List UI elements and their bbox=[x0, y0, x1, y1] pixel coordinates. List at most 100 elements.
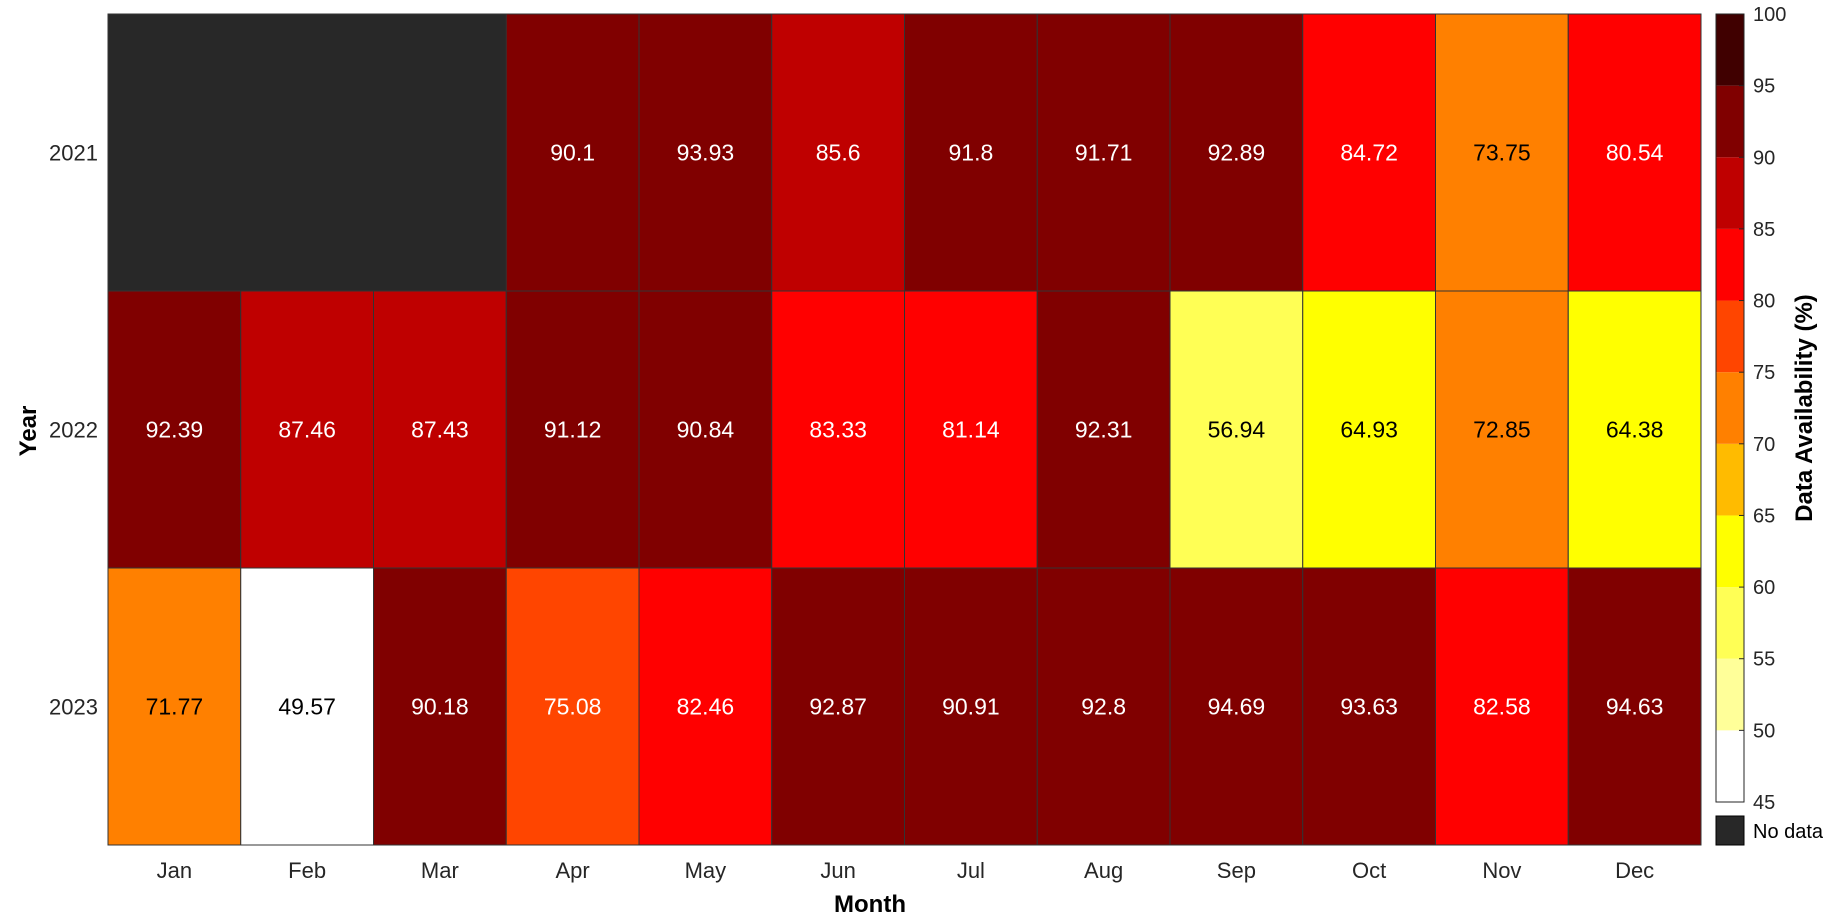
colorbar-tick-label-65: 65 bbox=[1753, 505, 1775, 527]
cell-value-label: 90.91 bbox=[942, 694, 1000, 720]
colorbar-tick-label-95: 95 bbox=[1753, 76, 1775, 98]
colorbar-ticks: 45 50 55 60 65 70 75 80 85 90 95 100 bbox=[1739, 4, 1786, 814]
cell-value-label: 91.71 bbox=[1075, 140, 1133, 166]
cell-value-label: 84.72 bbox=[1340, 140, 1398, 166]
cell-value-label: 92.39 bbox=[146, 417, 204, 443]
heatmap-cell-2021-apr bbox=[505, 13, 640, 292]
cell-value-label: 64.38 bbox=[1606, 417, 1664, 443]
cell-value-label: 83.33 bbox=[809, 417, 867, 443]
heatmap-cell-2021-jan bbox=[107, 13, 242, 292]
cell-value-label: 87.46 bbox=[278, 417, 336, 443]
colorbar-tick-label-100: 100 bbox=[1753, 4, 1786, 26]
heatmap-cell-labels: 90.1 93.93 85.6 91.8 91.71 92.89 84.72 73.75 80.… bbox=[146, 140, 1664, 720]
heatmap-cell-2021-sep bbox=[1169, 13, 1304, 292]
x-tick-label-aug: Aug bbox=[1084, 858, 1123, 883]
heatmap-cell-2021-aug bbox=[1036, 13, 1171, 292]
heatmap-cell-2022-sep bbox=[1169, 290, 1304, 569]
heatmap-cell-2023-feb bbox=[240, 567, 374, 846]
heatmap-cell-2022-jul bbox=[904, 290, 1038, 569]
x-tick-label-sep: Sep bbox=[1217, 858, 1256, 883]
colorbar-label: Data Availability (%) bbox=[1791, 294, 1818, 522]
heatmap-cell-2021-feb bbox=[240, 13, 374, 292]
cell-value-label: 81.14 bbox=[942, 417, 1000, 443]
y-axis-label: Year bbox=[15, 406, 42, 457]
cell-value-label: 82.58 bbox=[1473, 694, 1531, 720]
x-tick-label-may: May bbox=[685, 858, 727, 883]
heatmap-cell-2023-jul bbox=[904, 567, 1038, 846]
heatmap-cell-2023-may bbox=[638, 567, 773, 846]
colorbar-bin-75-80 bbox=[1716, 300, 1744, 373]
cell-value-label: 72.85 bbox=[1473, 417, 1531, 443]
colorbar-frame bbox=[1715, 13, 1745, 803]
heatmap-cell-2022-dec bbox=[1567, 290, 1702, 569]
colorbar-tick-label-85: 85 bbox=[1753, 219, 1775, 241]
no-data-swatch bbox=[1715, 815, 1745, 846]
x-tick-label-mar: Mar bbox=[421, 858, 459, 883]
plot-frame bbox=[107, 13, 1702, 846]
heatmap-cell-2021-mar bbox=[373, 13, 507, 292]
heatmap-cell-2022-mar bbox=[373, 290, 507, 569]
cell-value-label: 49.57 bbox=[278, 694, 336, 720]
cell-value-label: 90.84 bbox=[677, 417, 735, 443]
heatmap-cell-2022-jun bbox=[771, 290, 905, 569]
heatmap-cell-2022-may bbox=[638, 290, 773, 569]
x-axis-label: Month bbox=[834, 891, 906, 916]
x-tick-label-jul: Jul bbox=[957, 858, 985, 883]
y-tick-label-2021: 2021 bbox=[49, 141, 98, 166]
colorbar-bin-45-50 bbox=[1716, 730, 1744, 802]
colorbar-bin-90-95 bbox=[1716, 85, 1744, 158]
cell-value-label: 87.43 bbox=[411, 417, 469, 443]
y-axis-ticks: 2021 2022 2023 bbox=[49, 141, 98, 720]
heatmap-cell-2022-aug bbox=[1036, 290, 1171, 569]
heatmap-cell-2023-jun bbox=[771, 567, 905, 846]
cell-value-label: 92.8 bbox=[1081, 694, 1126, 720]
colorbar-bin-65-70 bbox=[1716, 443, 1744, 516]
colorbar-tick-label-60: 60 bbox=[1753, 577, 1775, 599]
cell-value-label: 90.18 bbox=[411, 694, 469, 720]
x-tick-label-dec: Dec bbox=[1615, 858, 1654, 883]
heatmap-cell-2023-apr bbox=[505, 567, 640, 846]
heatmap-cell-2022-oct bbox=[1302, 290, 1436, 569]
colorbar-tick-label-80: 80 bbox=[1753, 291, 1775, 313]
colorbar bbox=[1715, 13, 1745, 803]
x-tick-label-nov: Nov bbox=[1482, 858, 1521, 883]
x-tick-label-jun: Jun bbox=[820, 858, 855, 883]
colorbar-bin-85-90 bbox=[1716, 157, 1744, 229]
cell-value-label: 92.87 bbox=[809, 694, 867, 720]
heatmap-cell-2021-nov bbox=[1435, 13, 1569, 292]
heatmap-cell-2021-oct bbox=[1302, 13, 1436, 292]
colorbar-bin-95-100 bbox=[1716, 14, 1744, 86]
heatmap-cells bbox=[107, 13, 1702, 846]
heatmap-cell-2022-apr bbox=[505, 290, 640, 569]
cell-value-label: 91.8 bbox=[948, 140, 993, 166]
heatmap-cell-2022-nov bbox=[1435, 290, 1569, 569]
cell-value-label: 91.12 bbox=[544, 417, 602, 443]
colorbar-tick-label-50: 50 bbox=[1753, 720, 1775, 742]
x-tick-label-feb: Feb bbox=[288, 858, 326, 883]
cell-value-label: 92.89 bbox=[1208, 140, 1266, 166]
cell-value-label: 73.75 bbox=[1473, 140, 1531, 166]
cell-value-label: 56.94 bbox=[1208, 417, 1266, 443]
cell-value-label: 75.08 bbox=[544, 694, 602, 720]
heatmap-cell-2021-may bbox=[638, 13, 773, 292]
colorbar-tick-label-70: 70 bbox=[1753, 434, 1775, 456]
y-tick-label-2023: 2023 bbox=[49, 695, 98, 720]
cell-value-label: 93.63 bbox=[1340, 694, 1398, 720]
colorbar-tick-label-90: 90 bbox=[1753, 147, 1775, 169]
x-tick-label-apr: Apr bbox=[556, 858, 590, 883]
heatmap-cell-2023-jan bbox=[107, 567, 242, 846]
x-tick-label-oct: Oct bbox=[1352, 858, 1386, 883]
cell-value-label: 90.1 bbox=[550, 140, 595, 166]
cell-value-label: 71.77 bbox=[146, 694, 204, 720]
colorbar-tick-label-45: 45 bbox=[1753, 792, 1775, 814]
no-data-label: No data bbox=[1753, 821, 1824, 843]
cell-value-label: 94.69 bbox=[1208, 694, 1266, 720]
colorbar-bin-70-75 bbox=[1716, 372, 1744, 444]
cell-value-label: 93.93 bbox=[677, 140, 735, 166]
colorbar-bin-80-85 bbox=[1716, 228, 1744, 301]
colorbar-bin-55-60 bbox=[1716, 587, 1744, 659]
colorbar-bin-50-55 bbox=[1716, 658, 1744, 731]
colorbar-tick-label-75: 75 bbox=[1753, 362, 1775, 384]
